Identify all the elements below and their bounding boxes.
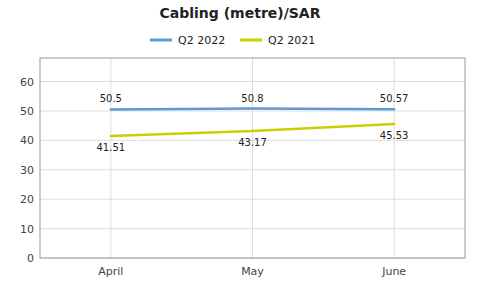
- y-tick-label: 10: [20, 223, 34, 236]
- chart: Cabling (metre)/SAR 0 10 20 30 40 50 60 April May…: [0, 0, 480, 287]
- plot-frame: [40, 58, 465, 258]
- y-tick-label: 60: [20, 76, 34, 89]
- lines: [111, 109, 394, 136]
- data-label: 45.53: [380, 130, 409, 141]
- data-label: 50.57: [380, 93, 409, 104]
- y-tick-label: 0: [27, 252, 34, 265]
- legend-swatch: [150, 39, 172, 42]
- y-tick-label: 20: [20, 193, 34, 206]
- series-line: [111, 124, 394, 136]
- legend-label: Q2 2022: [178, 34, 225, 47]
- y-tick-label: 40: [20, 134, 34, 147]
- legend-label: Q2 2021: [268, 34, 315, 47]
- title: Cabling (metre)/SAR: [160, 5, 321, 21]
- series-line: [111, 107, 394, 110]
- y-tick-label: 50: [20, 105, 34, 118]
- x-tick-label: April: [98, 265, 123, 278]
- data-label: 50.8: [241, 93, 263, 104]
- data-label: 41.51: [97, 142, 126, 153]
- x-grid-line: [252, 58, 253, 258]
- legend-swatch: [240, 39, 262, 42]
- data-labels: 50.5 50.8 50.57 41.51 43.17 45.53: [97, 93, 409, 153]
- x-tick-label: June: [381, 265, 406, 278]
- x-grid-line: [394, 58, 395, 258]
- data-label: 50.5: [100, 93, 122, 104]
- x-tick-label: May: [241, 265, 264, 278]
- legend: Q2 2022 Q2 2021: [150, 34, 315, 47]
- x-grid-line: [110, 58, 111, 258]
- data-label: 43.17: [238, 137, 267, 148]
- grid: [40, 58, 465, 258]
- y-tick-label: 30: [20, 164, 34, 177]
